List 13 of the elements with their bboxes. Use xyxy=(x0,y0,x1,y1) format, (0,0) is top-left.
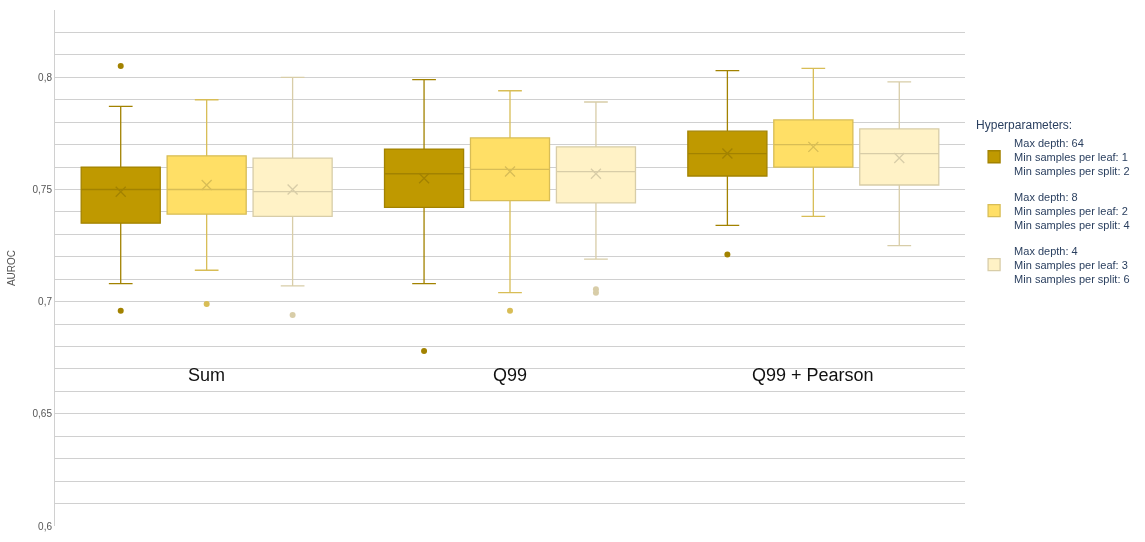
legend-label: Max depth: 8 Min samples per leaf: 2 Min samples per split: 4 xyxy=(1014,190,1130,232)
legend-title: Hyperparameters: xyxy=(976,117,1073,132)
y-tick-label: 0,6 xyxy=(38,520,53,532)
x-tick-label: Sum xyxy=(188,365,226,385)
legend-label: Max depth: 64 Min samples per leaf: 1 Min samples per split: 2 xyxy=(1014,136,1130,178)
y-tick-label: 0,75 xyxy=(32,183,53,195)
y-axis-title: AUROC xyxy=(5,249,17,287)
y-tick-label: 0,7 xyxy=(38,296,53,308)
y-tick-label: 0,8 xyxy=(38,71,53,83)
y-tick-label: 0,65 xyxy=(32,408,53,420)
x-tick-label: Q99 + Pearson xyxy=(752,365,874,385)
x-tick-label: Q99 xyxy=(493,365,528,385)
legend-label: Max depth: 4 Min samples per leaf: 3 Min samples per split: 6 xyxy=(1014,244,1130,286)
